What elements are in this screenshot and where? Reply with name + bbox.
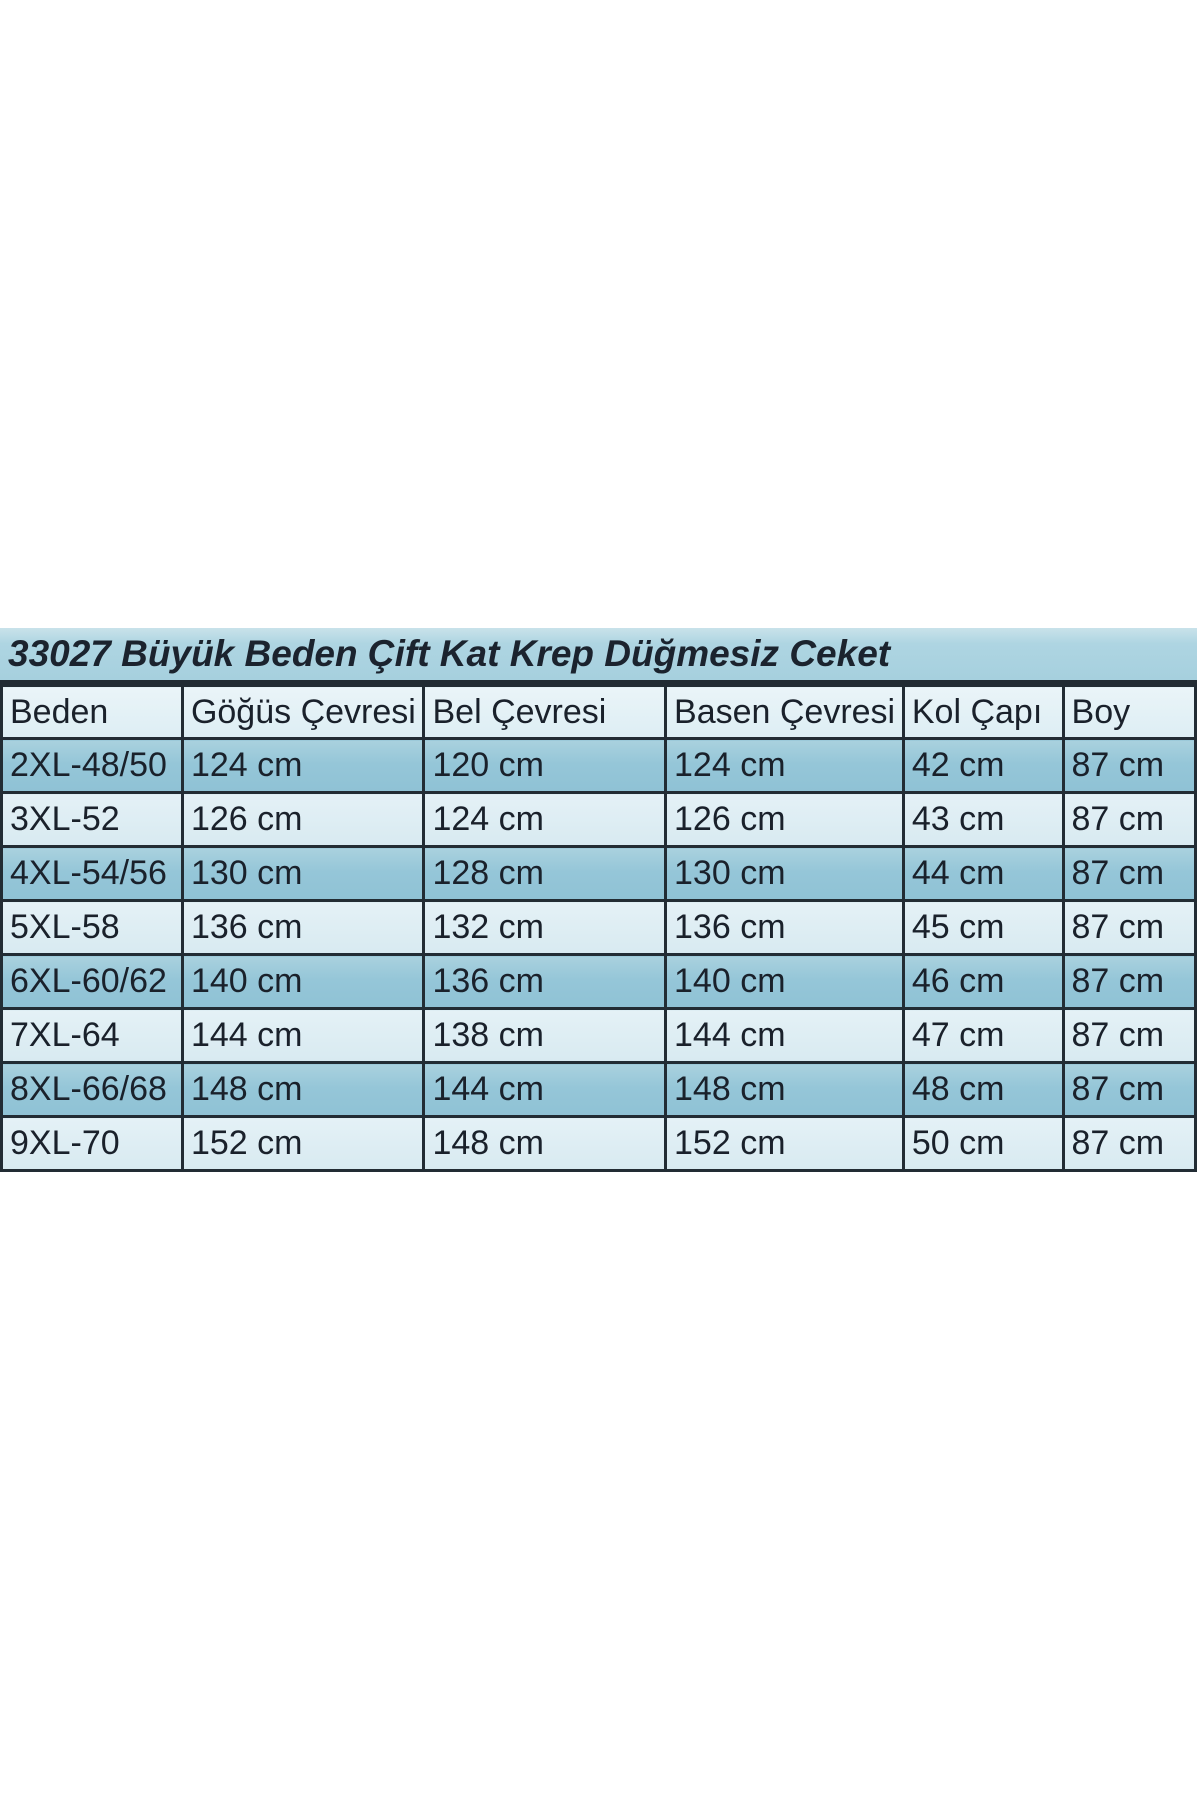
size-cell: 3XL-52 xyxy=(0,791,184,848)
size-cell: 7XL-64 xyxy=(0,1007,184,1064)
measurement-cell: 126 cm xyxy=(180,791,426,848)
measurement-cell: 126 cm xyxy=(664,791,905,848)
measurement-cell: 130 cm xyxy=(664,845,905,902)
table-row: 8XL-66/68 148 cm 144 cm 148 cm 48 cm 87 cm xyxy=(0,1061,1198,1118)
column-header: Boy xyxy=(1061,684,1198,740)
measurement-cell: 148 cm xyxy=(180,1061,426,1118)
measurement-cell: 48 cm xyxy=(901,1061,1065,1118)
measurement-cell: 144 cm xyxy=(180,1007,426,1064)
measurement-cell: 132 cm xyxy=(422,899,668,956)
table-row: 2XL-48/50 124 cm 120 cm 124 cm 42 cm 87 cm xyxy=(0,737,1198,794)
measurement-cell: 140 cm xyxy=(180,953,426,1010)
measurement-cell: 148 cm xyxy=(422,1115,668,1172)
size-chart-title: 33027 Büyük Beden Çift Kat Krep Düğmesiz… xyxy=(0,628,1197,684)
size-cell: 9XL-70 xyxy=(0,1115,184,1172)
measurement-cell: 42 cm xyxy=(901,737,1065,794)
column-header: Beden xyxy=(0,684,184,740)
measurement-cell: 87 cm xyxy=(1061,1061,1198,1118)
measurement-cell: 87 cm xyxy=(1061,899,1198,956)
column-header: Göğüs Çevresi xyxy=(180,684,426,740)
measurement-cell: 136 cm xyxy=(422,953,668,1010)
column-header: Kol Çapı xyxy=(901,684,1065,740)
measurement-cell: 46 cm xyxy=(901,953,1065,1010)
measurement-cell: 87 cm xyxy=(1061,1115,1198,1172)
measurement-cell: 87 cm xyxy=(1061,953,1198,1010)
measurement-cell: 47 cm xyxy=(901,1007,1065,1064)
measurement-cell: 144 cm xyxy=(664,1007,905,1064)
measurement-cell: 87 cm xyxy=(1061,737,1198,794)
measurement-cell: 152 cm xyxy=(180,1115,426,1172)
measurement-cell: 148 cm xyxy=(664,1061,905,1118)
size-table: Beden Göğüs Çevresi Bel Çevresi Basen Çevre… xyxy=(0,684,1198,1172)
measurement-cell: 50 cm xyxy=(901,1115,1065,1172)
table-row: 7XL-64 144 cm 138 cm 144 cm 47 cm 87 cm xyxy=(0,1007,1198,1064)
size-cell: 2XL-48/50 xyxy=(0,737,184,794)
measurement-cell: 136 cm xyxy=(180,899,426,956)
measurement-cell: 124 cm xyxy=(422,791,668,848)
measurement-cell: 120 cm xyxy=(422,737,668,794)
size-table-header-row: Beden Göğüs Çevresi Bel Çevresi Basen Çevre… xyxy=(0,684,1198,740)
measurement-cell: 124 cm xyxy=(180,737,426,794)
measurement-cell: 144 cm xyxy=(422,1061,668,1118)
measurement-cell: 87 cm xyxy=(1061,791,1198,848)
size-cell: 5XL-58 xyxy=(0,899,184,956)
measurement-cell: 152 cm xyxy=(664,1115,905,1172)
measurement-cell: 44 cm xyxy=(901,845,1065,902)
size-cell: 4XL-54/56 xyxy=(0,845,184,902)
measurement-cell: 124 cm xyxy=(664,737,905,794)
column-header: Basen Çevresi xyxy=(664,684,905,740)
measurement-cell: 43 cm xyxy=(901,791,1065,848)
measurement-cell: 87 cm xyxy=(1061,1007,1198,1064)
measurement-cell: 130 cm xyxy=(180,845,426,902)
table-row: 3XL-52 126 cm 124 cm 126 cm 43 cm 87 cm xyxy=(0,791,1198,848)
measurement-cell: 45 cm xyxy=(901,899,1065,956)
size-cell: 8XL-66/68 xyxy=(0,1061,184,1118)
measurement-cell: 128 cm xyxy=(422,845,668,902)
measurement-cell: 140 cm xyxy=(664,953,905,1010)
table-row: 6XL-60/62 140 cm 136 cm 140 cm 46 cm 87 cm xyxy=(0,953,1198,1010)
table-row: 4XL-54/56 130 cm 128 cm 130 cm 44 cm 87 cm xyxy=(0,845,1198,902)
table-row: 5XL-58 136 cm 132 cm 136 cm 45 cm 87 cm xyxy=(0,899,1198,956)
size-chart: 33027 Büyük Beden Çift Kat Krep Düğmesiz… xyxy=(0,628,1198,1172)
measurement-cell: 136 cm xyxy=(664,899,905,956)
measurement-cell: 87 cm xyxy=(1061,845,1198,902)
column-header: Bel Çevresi xyxy=(422,684,668,740)
table-row: 9XL-70 152 cm 148 cm 152 cm 50 cm 87 cm xyxy=(0,1115,1198,1172)
measurement-cell: 138 cm xyxy=(422,1007,668,1064)
size-cell: 6XL-60/62 xyxy=(0,953,184,1010)
